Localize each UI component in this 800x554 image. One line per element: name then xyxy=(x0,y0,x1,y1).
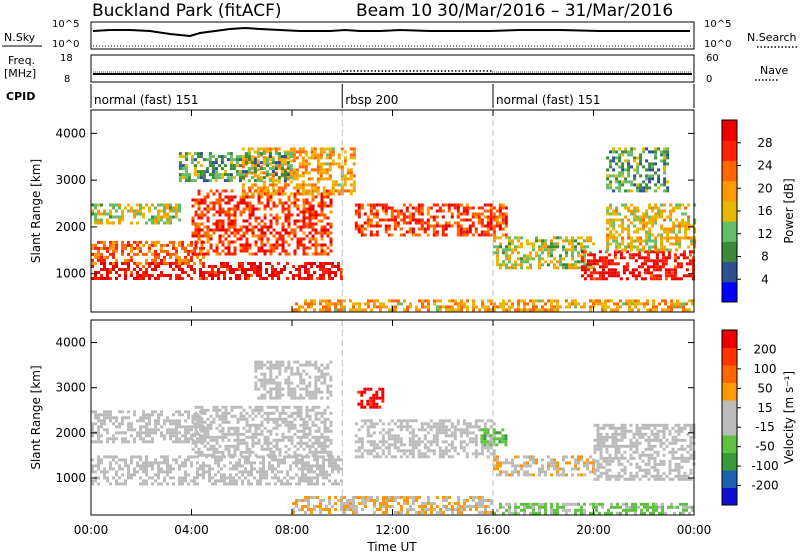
colorbar-tick-label: -15 xyxy=(755,420,775,434)
heatmap-cells xyxy=(91,147,697,312)
x-tick-label: 00:00 xyxy=(677,523,712,537)
heatmap-band xyxy=(91,203,181,225)
cpid-label: CPID xyxy=(6,90,35,103)
y-tick-label: 4000 xyxy=(55,126,86,140)
heatmap-band xyxy=(493,502,694,515)
sky-right-bottom: 10^0 xyxy=(704,39,731,50)
colorbar-tick-label: 24 xyxy=(757,159,772,173)
y-tick-label: 2000 xyxy=(55,220,86,234)
power-panel: 1000 2000 3000 4000 Slant Range [km] 28 24 20 16… xyxy=(29,109,796,313)
x-tick-label: 00:00 xyxy=(74,523,109,537)
sky-noise-trace xyxy=(92,26,690,38)
velocity-panel: 1000 2000 3000 4000 00:00 04:00 08:00 12:00 16:0… xyxy=(29,319,796,537)
date-range: 30/Mar/2016 – 31/Mar/2016 xyxy=(437,1,673,21)
x-tick-label: 08:00 xyxy=(275,523,310,537)
heatmap-band xyxy=(606,147,670,193)
x-tick-label: 04:00 xyxy=(174,523,209,537)
sky-noise-panel: N.Sky 10^5 10^0 10^5 10^0 N.Search xyxy=(2,19,797,50)
freq-label-2: [MHz] xyxy=(4,67,36,80)
heatmap-cells xyxy=(91,360,696,515)
sky-right-top: 10^5 xyxy=(704,19,731,30)
colorbar-label: Velocity [m s⁻¹] xyxy=(782,371,796,464)
x-tick-label: 20:00 xyxy=(576,523,611,537)
y-tick-label: 3000 xyxy=(55,381,86,395)
heatmap-band xyxy=(91,262,343,280)
heatmap-band xyxy=(191,189,333,256)
y-tick-label: 2000 xyxy=(55,426,86,440)
freq-left-bottom: 8 xyxy=(64,74,70,85)
colorbar-tick-label: 50 xyxy=(757,381,772,395)
sky-noise-label: N.Sky xyxy=(4,31,36,44)
freq-label-1: Freq. xyxy=(8,54,35,67)
freq-right-top: 60 xyxy=(706,53,719,64)
site-title: Buckland Park (fitACF) xyxy=(92,1,282,21)
heatmap-band xyxy=(354,203,508,237)
colorbar-tick-label: -200 xyxy=(751,479,778,493)
colorbar-tick-label: 8 xyxy=(761,250,769,264)
heatmap-band xyxy=(606,203,697,252)
frequency-panel: Freq. [MHz] 18 8 60 0 Nave xyxy=(4,53,788,85)
cpid-row: normal (fast) 151 rbsp 200 normal (fast) 1… xyxy=(90,84,695,108)
colorbar-tick-label: -100 xyxy=(751,459,778,473)
heatmap-band xyxy=(580,250,695,281)
colorbar-tick-label: 16 xyxy=(757,204,772,218)
search-noise-label: N.Search xyxy=(747,31,797,44)
colorbar-tick-label: 28 xyxy=(757,136,772,150)
freq-left-top: 18 xyxy=(60,53,73,64)
colorbar: 28 24 20 16 12 8 4 Power [dB] xyxy=(721,119,796,303)
colorbar-tick-label: 100 xyxy=(754,362,777,376)
x-axis-label: Time UT xyxy=(366,540,417,554)
y-tick-label: 1000 xyxy=(55,471,86,485)
y-tick-label: 4000 xyxy=(55,336,86,350)
sky-left-bottom: 10^0 xyxy=(52,39,79,50)
heatmap-band xyxy=(292,496,493,514)
x-tick-label: 16:00 xyxy=(476,523,511,537)
x-tick-label: 12:00 xyxy=(375,523,410,537)
y-axis-label: Slant Range [km] xyxy=(29,159,43,263)
nave-label: Nave xyxy=(760,64,788,77)
heatmap-band xyxy=(292,299,694,312)
colorbar-tick-label: 15 xyxy=(757,401,772,415)
heatmap-band xyxy=(480,428,508,447)
heatmap-band xyxy=(357,387,385,409)
heatmap-band xyxy=(178,152,293,183)
heatmap-band xyxy=(91,240,205,265)
beam-label: Beam 10 xyxy=(356,1,432,21)
y-axis-label: Slant Range [km] xyxy=(29,365,43,469)
colorbar-label: Power [dB] xyxy=(782,178,796,243)
colorbar-tick-label: 4 xyxy=(761,272,769,286)
plot-area xyxy=(91,320,694,515)
colorbar-tick-label: 20 xyxy=(757,181,772,195)
heatmap-band xyxy=(254,360,333,400)
colorbar-tick-label: -50 xyxy=(755,440,775,454)
freq-right-bottom: 0 xyxy=(706,74,712,85)
cpid-segment-label: rbsp 200 xyxy=(345,93,398,107)
heatmap-band xyxy=(191,405,333,457)
colorbar-tick-label: 200 xyxy=(754,342,777,356)
colorbar-tick-label: 12 xyxy=(757,227,772,241)
heatmap-band xyxy=(91,410,205,444)
sky-left-top: 10^5 xyxy=(52,19,79,30)
y-tick-label: 1000 xyxy=(55,267,86,281)
cpid-segment-label: normal (fast) 151 xyxy=(94,93,198,107)
y-tick-label: 3000 xyxy=(55,173,86,187)
heatmap-band xyxy=(91,455,343,486)
cpid-segment-label: normal (fast) 151 xyxy=(496,93,600,107)
colorbar: 200 100 50 15 -15 -50 -100 -200 Velocity [m s⁻¹] xyxy=(721,329,796,506)
